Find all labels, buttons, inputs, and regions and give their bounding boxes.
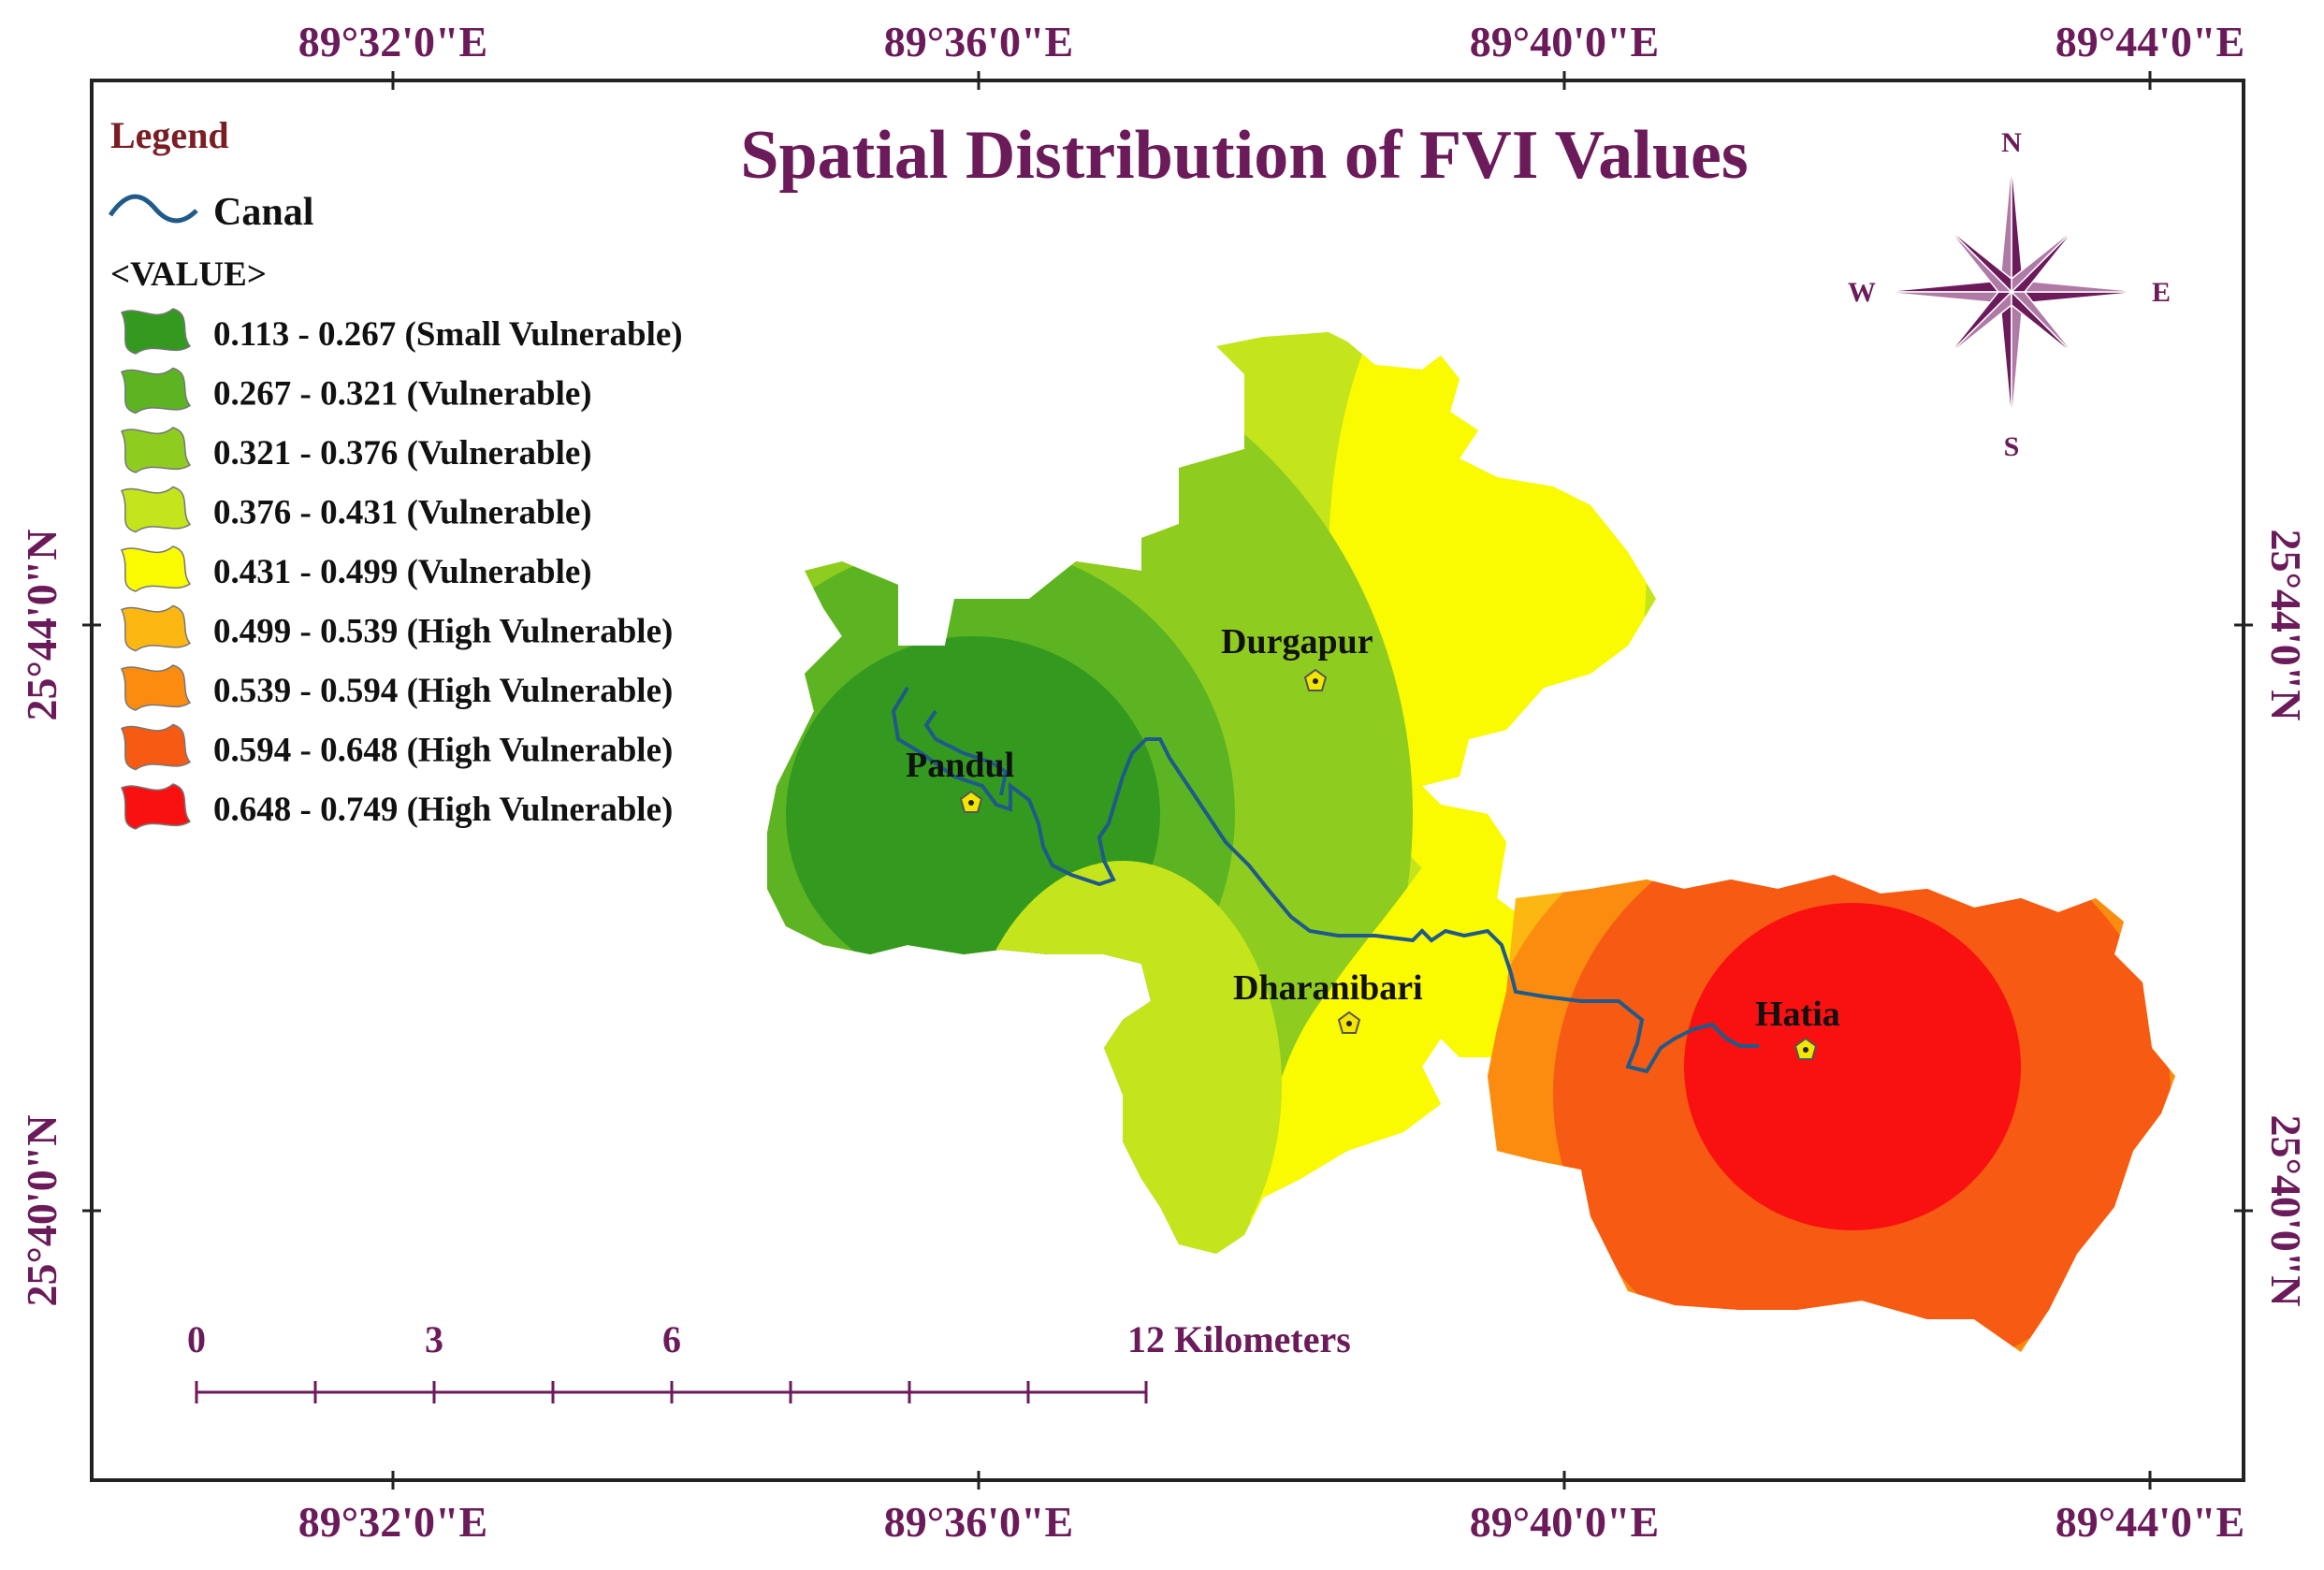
lon-label-bottom-4: 89°44'0"E <box>2055 1498 2244 1546</box>
legend-label-5: 0.431 - 0.499 (Vulnerable) <box>213 553 592 591</box>
legend-swatch-2 <box>120 367 192 414</box>
compass-s: S <box>2004 431 2020 462</box>
lat-label-left-2: 25°40'0"N <box>18 1115 65 1307</box>
legend-label-1: 0.113 - 0.267 (Small Vulnerable) <box>213 315 683 354</box>
scale-label-12: 12 Kilometers <box>1127 1318 1351 1360</box>
lon-label-top-2: 89°36'0"E <box>884 18 1073 65</box>
place-label-dharanibari: Dharanibari <box>1233 968 1423 1008</box>
legend-swatch-5 <box>120 545 192 592</box>
legend-label-9: 0.648 - 0.749 (High Vulnerable) <box>213 791 673 829</box>
town-marker-dharanibari <box>1337 1010 1361 1034</box>
east-region <box>1488 875 2175 1352</box>
legend-swatch-9 <box>120 783 192 830</box>
scale-bar: 0 3 6 12 Kilometers <box>187 1318 1351 1403</box>
legend-label-7: 0.539 - 0.594 (High Vulnerable) <box>213 672 673 710</box>
scale-label-3: 3 <box>425 1318 443 1360</box>
town-marker-durgapur <box>1303 668 1328 691</box>
place-label-pandul: Pandul <box>906 746 1014 785</box>
lon-label-bottom-2: 89°36'0"E <box>884 1498 1073 1546</box>
frame-ticks <box>82 71 2253 1490</box>
scale-label-6: 6 <box>662 1318 681 1360</box>
lat-label-right-2: 25°40'0"N <box>2262 1115 2310 1307</box>
lon-label-top-1: 89°32'0"E <box>298 18 487 65</box>
legend-title: Legend <box>110 114 229 156</box>
town-marker-pandul <box>959 790 983 813</box>
legend-swatch-7 <box>120 664 192 711</box>
town-marker-hatia <box>1794 1037 1818 1060</box>
canal-legend-icon <box>108 194 198 224</box>
legend-label-3: 0.321 - 0.376 (Vulnerable) <box>213 434 592 472</box>
compass-rose: N S E W <box>1848 127 2171 462</box>
compass-n: N <box>2001 127 2022 158</box>
lon-label-bottom-1: 89°32'0"E <box>298 1498 487 1546</box>
lon-label-top-4: 89°44'0"E <box>2055 18 2244 65</box>
legend-label-2: 0.267 - 0.321 (Vulnerable) <box>213 375 592 414</box>
scale-label-0: 0 <box>187 1318 206 1360</box>
legend-label-8: 0.594 - 0.648 (High Vulnerable) <box>213 732 673 770</box>
town-markers <box>959 668 1818 1060</box>
lat-label-left-1: 25°44'0"N <box>18 530 65 721</box>
legend-swatch-8 <box>120 723 192 771</box>
legend: Legend Canal <VALUE> 0.113 - 0.267 (Smal… <box>108 114 683 830</box>
legend-label-4: 0.376 - 0.431 (Vulnerable) <box>213 494 592 532</box>
map-title: Spatial Distribution of FVI Values <box>740 117 1748 194</box>
legend-value-header: <VALUE> <box>110 255 267 294</box>
place-label-durgapur: Durgapur <box>1221 622 1373 661</box>
legend-swatch-4 <box>120 486 192 533</box>
place-label-hatia: Hatia <box>1755 995 1840 1034</box>
legend-label-6: 0.499 - 0.539 (High Vulnerable) <box>213 613 673 651</box>
legend-swatch-6 <box>120 604 192 652</box>
canal-loop <box>923 709 1009 796</box>
lon-label-bottom-3: 89°40'0"E <box>1470 1498 1659 1546</box>
lat-label-right-1: 25°44'0"N <box>2262 530 2310 721</box>
compass-w: W <box>1848 277 1876 308</box>
compass-e: E <box>2152 277 2171 308</box>
legend-canal-label: Canal <box>213 191 313 234</box>
legend-swatch-1 <box>120 308 192 355</box>
legend-swatch-3 <box>120 427 192 473</box>
legend-items: 0.113 - 0.267 (Small Vulnerable) 0.267 - … <box>120 308 683 830</box>
lon-label-top-3: 89°40'0"E <box>1470 18 1659 65</box>
canal-line <box>891 686 1759 1074</box>
